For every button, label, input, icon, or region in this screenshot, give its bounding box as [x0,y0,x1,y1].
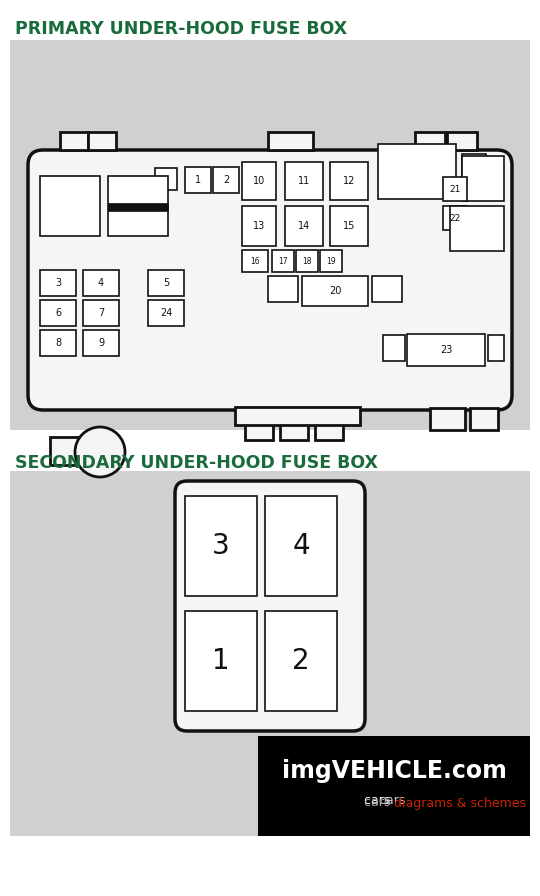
Text: cars: cars [379,795,409,807]
Bar [108,203,168,211]
Bar [383,335,405,361]
Text: 17: 17 [278,256,288,265]
Bar [280,408,308,440]
Bar [378,144,456,199]
Bar [330,162,368,200]
Bar [470,408,498,430]
Bar [148,300,184,326]
Bar [10,471,530,836]
Bar [258,736,530,836]
Text: 4: 4 [292,532,310,560]
Bar [296,250,318,272]
Bar [447,132,477,150]
Bar [50,437,85,465]
Bar [488,335,504,361]
Text: 3: 3 [212,532,230,560]
Circle shape [75,427,125,477]
Bar [185,167,211,193]
Bar [83,300,119,326]
Text: 7: 7 [98,308,104,318]
Bar [213,167,239,193]
Text: 2: 2 [292,647,310,675]
Bar [285,162,323,200]
Text: 24: 24 [160,308,172,318]
Bar [320,250,342,272]
Bar [285,206,323,246]
Text: SECONDARY UNDER-HOOD FUSE BOX: SECONDARY UNDER-HOOD FUSE BOX [15,454,378,472]
Bar [302,276,368,306]
Bar [407,334,485,366]
Bar [462,156,504,201]
Text: 20: 20 [329,286,341,296]
Text: 3: 3 [55,278,61,288]
Text: 13: 13 [253,221,265,231]
FancyBboxPatch shape [175,481,365,731]
Bar [245,408,273,440]
Bar [88,132,116,150]
Bar [265,496,337,596]
Bar [40,270,76,296]
Text: 19: 19 [326,256,336,265]
Bar [242,206,276,246]
Text: 10: 10 [253,176,265,186]
Text: 12: 12 [343,176,355,186]
Text: imgVEHICLE.com: imgVEHICLE.com [281,759,507,783]
Bar [108,176,168,236]
Text: 9: 9 [98,338,104,348]
Text: 1: 1 [212,647,230,675]
Text: 4: 4 [98,278,104,288]
FancyBboxPatch shape [28,150,512,410]
Bar [185,611,257,711]
Bar [268,132,313,150]
Bar [60,132,88,150]
Bar [443,206,467,230]
Text: 2: 2 [223,175,229,185]
Bar [430,408,465,430]
Text: 21: 21 [449,185,461,194]
Text: 1: 1 [195,175,201,185]
Bar [10,40,530,430]
Text: 16: 16 [250,256,260,265]
Bar [372,276,402,302]
Text: diagrams & schemes: diagrams & schemes [394,797,526,809]
Bar [450,206,504,251]
Text: 23: 23 [440,345,452,355]
Bar [235,407,360,425]
Text: 6: 6 [55,308,61,318]
Text: cars: cars [363,797,394,809]
Bar [415,132,445,150]
Bar [443,177,467,201]
Text: 8: 8 [55,338,61,348]
Text: 22: 22 [449,213,461,222]
Bar [462,154,486,178]
Bar [83,270,119,296]
Bar [242,162,276,200]
Bar [268,276,298,302]
Bar [265,611,337,711]
Bar [315,408,343,440]
Bar [40,176,100,236]
Bar [272,250,294,272]
Text: PRIMARY UNDER-HOOD FUSE BOX: PRIMARY UNDER-HOOD FUSE BOX [15,20,347,38]
Text: 14: 14 [298,221,310,231]
Bar [40,330,76,356]
Text: 5: 5 [163,278,169,288]
Bar [155,168,177,190]
Text: 11: 11 [298,176,310,186]
Bar [148,270,184,296]
Bar [83,330,119,356]
Bar [242,250,268,272]
Bar [185,496,257,596]
Text: 15: 15 [343,221,355,231]
Text: 18: 18 [302,256,312,265]
Bar [40,300,76,326]
Text: cars: cars [363,795,394,807]
Bar [330,206,368,246]
